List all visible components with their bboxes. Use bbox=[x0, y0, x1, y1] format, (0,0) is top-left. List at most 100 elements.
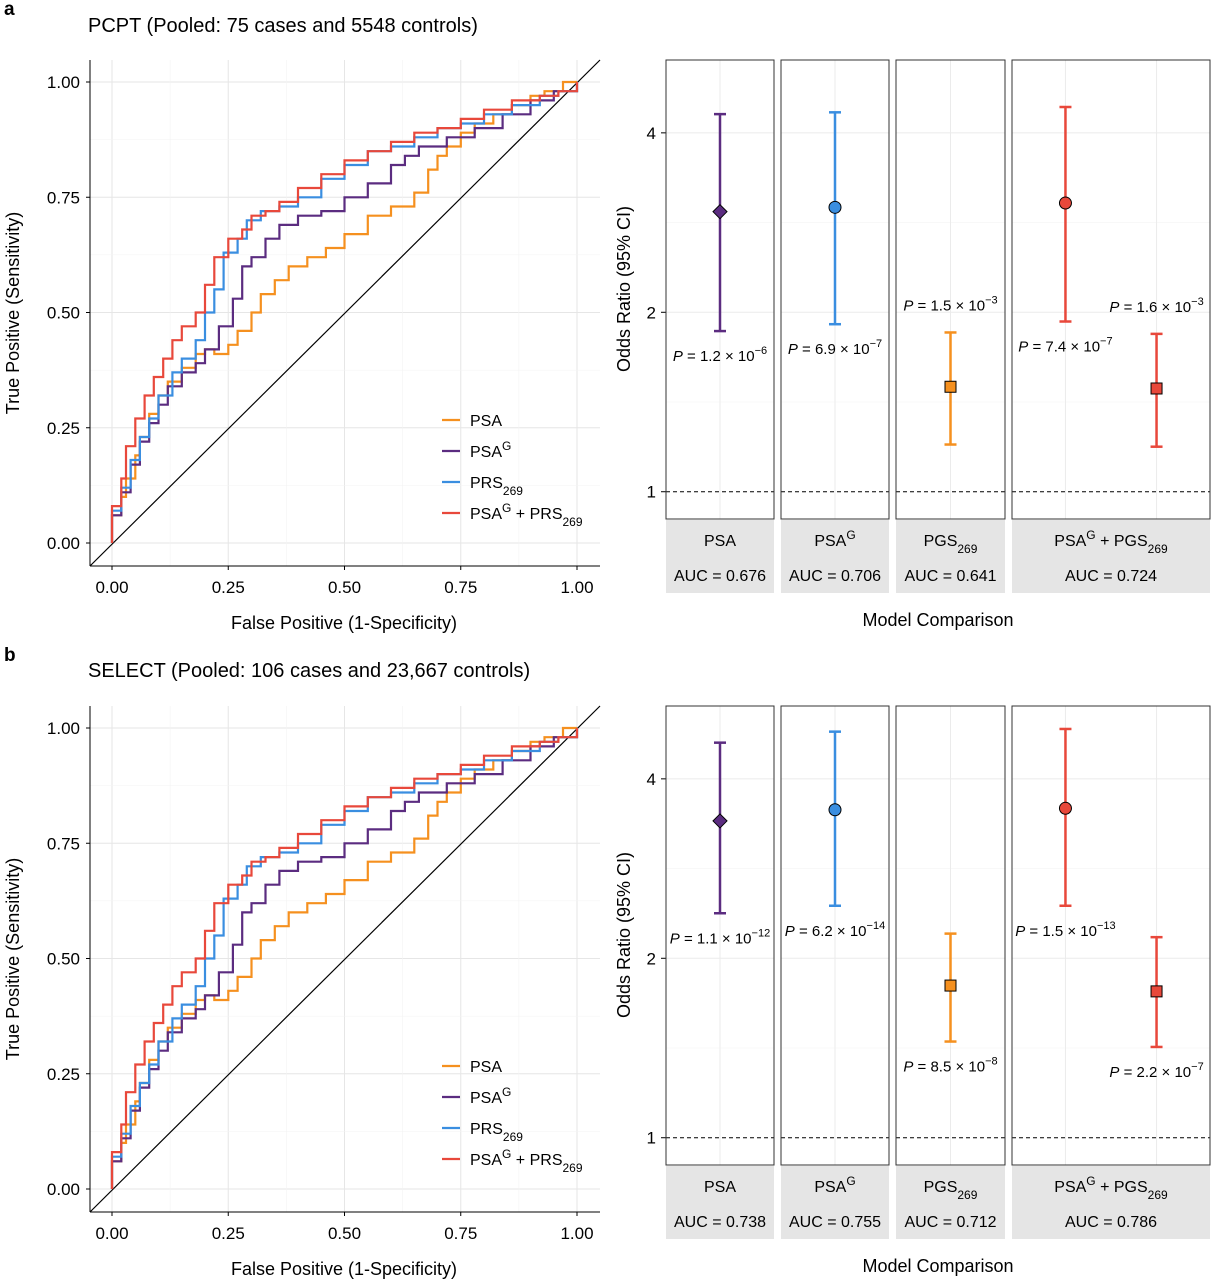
facet-label: PSAG + PGS269 bbox=[1054, 1174, 1168, 1202]
diagonal-reference-line bbox=[89, 705, 601, 1213]
x-tick-label: 0.25 bbox=[212, 578, 245, 597]
label-text: PSA bbox=[1054, 1179, 1086, 1196]
p-symbol: P bbox=[1018, 339, 1028, 356]
or-estimate: P = 6.2 × 10−14 bbox=[785, 730, 886, 940]
subscript: 269 bbox=[1148, 542, 1168, 556]
label-text: PSA bbox=[470, 1090, 502, 1107]
p-value-label: P = 1.5 × 10−13 bbox=[1015, 920, 1115, 940]
label-text: PSA bbox=[704, 1179, 736, 1196]
facet-border bbox=[665, 705, 775, 1166]
or-estimate: P = 7.4 × 10−7 bbox=[1018, 105, 1113, 356]
or-estimate: P = 1.6 × 10−3 bbox=[1109, 296, 1204, 448]
or-estimate: P = 1.1 × 10−12 bbox=[670, 741, 770, 947]
legend-label: PSAG bbox=[470, 1085, 511, 1107]
subscript: 269 bbox=[563, 1161, 583, 1175]
y-tick-label: 0.00 bbox=[47, 1180, 80, 1199]
auc-label: AUC = 0.676 bbox=[674, 568, 766, 585]
roc-plot: 0.00 0.00 0.25 0.25 0.50 0.50 0.75 0.75 1.00 1.00… bbox=[3, 705, 601, 1279]
x-tick-label: 0.50 bbox=[328, 1224, 361, 1243]
facet-strip bbox=[666, 520, 774, 593]
panel-b: b SELECT (Pooled: 106 cases and 23,667 c… bbox=[3, 645, 1211, 1279]
p-value-text: = 1.6 × 10 bbox=[1119, 299, 1191, 316]
facet-strip bbox=[896, 520, 1005, 593]
p-value-text: = 1.5 × 10 bbox=[913, 297, 985, 314]
facet-strip bbox=[781, 520, 889, 593]
facet-label: PSAG bbox=[814, 1174, 855, 1196]
subscript: 269 bbox=[957, 542, 977, 556]
auc-label: AUC = 0.641 bbox=[904, 568, 996, 585]
x-axis-title: Model Comparison bbox=[862, 1256, 1013, 1276]
forest-plot: 1 2 4 Odds Ratio (95% CI) Model Comparison PS… bbox=[614, 59, 1211, 630]
point-marker bbox=[1150, 382, 1163, 395]
p-exponent: −3 bbox=[985, 294, 998, 306]
label-text: + PGS bbox=[1096, 1179, 1148, 1196]
y-tick-label: 1 bbox=[647, 483, 656, 502]
roc-curve bbox=[110, 82, 579, 543]
auc-label: AUC = 0.724 bbox=[1065, 568, 1157, 585]
p-value-label: P = 1.1 × 10−12 bbox=[670, 927, 770, 947]
label-text: PSA bbox=[470, 1059, 502, 1076]
p-symbol: P bbox=[785, 923, 795, 940]
p-exponent: −13 bbox=[1097, 920, 1116, 932]
facet-border bbox=[1011, 705, 1211, 1166]
p-value-text: = 6.2 × 10 bbox=[795, 923, 867, 940]
label-text: + PGS bbox=[1096, 533, 1148, 550]
p-exponent: −14 bbox=[867, 920, 886, 932]
superscript: G bbox=[1086, 1174, 1095, 1188]
roc-curve bbox=[110, 728, 579, 1189]
y-tick-label: 1 bbox=[647, 1129, 656, 1148]
panel-letter: a bbox=[4, 0, 15, 20]
facet-border bbox=[895, 59, 1006, 520]
p-symbol: P bbox=[670, 930, 680, 947]
facet-panel: PSAG AUC = 0.755 bbox=[780, 705, 890, 1239]
p-value-text: = 6.9 × 10 bbox=[798, 341, 870, 358]
p-symbol: P bbox=[673, 348, 683, 365]
roc-curve bbox=[110, 82, 579, 543]
legend-label: PSAG + PRS269 bbox=[470, 1147, 583, 1175]
label-text: PSA bbox=[1054, 533, 1086, 550]
p-exponent: −8 bbox=[985, 1056, 998, 1068]
y-axis-title: True Positive (Sensitivity) bbox=[3, 212, 23, 414]
auc-label: AUC = 0.712 bbox=[904, 1214, 996, 1231]
facet-label: PSAG bbox=[814, 528, 855, 550]
label-text: PRS bbox=[470, 475, 503, 492]
facet-panel: PSAG AUC = 0.706 bbox=[780, 59, 890, 593]
point-marker bbox=[1058, 801, 1072, 815]
superscript: G bbox=[846, 528, 855, 542]
p-value-text: = 1.1 × 10 bbox=[680, 930, 752, 947]
p-exponent: −6 bbox=[755, 345, 768, 357]
facet-panel: PSA AUC = 0.738 bbox=[665, 705, 775, 1239]
y-axis-title: True Positive (Sensitivity) bbox=[3, 858, 23, 1060]
or-estimate: P = 1.5 × 10−13 bbox=[1015, 727, 1116, 940]
label-text: PSA bbox=[814, 1179, 846, 1196]
legend-label: PSAG bbox=[470, 439, 511, 461]
subscript: 269 bbox=[1148, 1188, 1168, 1202]
auc-label: AUC = 0.786 bbox=[1065, 1214, 1157, 1231]
facet-strip bbox=[666, 1166, 774, 1239]
p-value-text: = 7.4 × 10 bbox=[1028, 339, 1100, 356]
facet-strip bbox=[896, 1166, 1005, 1239]
roc-curve bbox=[110, 728, 579, 1189]
facet-panel: PGS269 AUC = 0.641 bbox=[895, 59, 1006, 593]
panel-a: a PCPT (Pooled: 75 cases and 5548 contro… bbox=[3, 0, 1211, 633]
p-value-label: P = 6.9 × 10−7 bbox=[788, 338, 882, 358]
panel-letter: b bbox=[4, 645, 16, 666]
facet-border bbox=[1011, 59, 1211, 520]
label-text: PSA bbox=[470, 506, 502, 523]
y-axis-title: Odds Ratio (95% CI) bbox=[614, 852, 634, 1018]
label-text: PGS bbox=[924, 1179, 958, 1196]
y-tick-label: 1.00 bbox=[47, 73, 80, 92]
x-tick-label: 0.00 bbox=[95, 1224, 128, 1243]
facet-border bbox=[780, 705, 890, 1166]
roc-curve bbox=[110, 80, 577, 543]
auc-label: AUC = 0.706 bbox=[789, 568, 881, 585]
y-tick-label: 0.75 bbox=[47, 834, 80, 853]
y-tick-label: 0.00 bbox=[47, 534, 80, 553]
legend-label: PRS269 bbox=[470, 1121, 523, 1144]
roc-plot: 0.00 0.00 0.25 0.25 0.50 0.50 0.75 0.75 1.00 1.00… bbox=[3, 59, 601, 633]
point-marker bbox=[1058, 196, 1072, 210]
point-marker bbox=[828, 200, 842, 214]
x-axis-title: Model Comparison bbox=[862, 610, 1013, 630]
label-text: PSA bbox=[470, 413, 502, 430]
